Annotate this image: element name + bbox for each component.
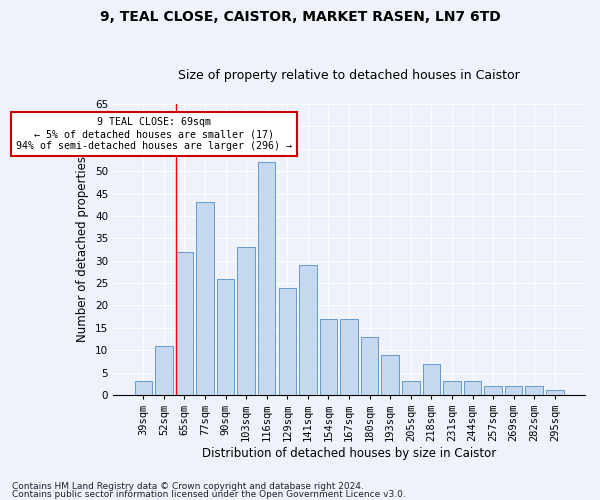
X-axis label: Distribution of detached houses by size in Caistor: Distribution of detached houses by size … [202, 447, 496, 460]
Bar [526, 386, 543, 395]
Bar [402, 382, 419, 395]
Bar [443, 382, 461, 395]
Bar [155, 346, 173, 395]
Bar [176, 252, 193, 395]
Bar [484, 386, 502, 395]
Bar [278, 288, 296, 395]
Bar [258, 162, 275, 395]
Bar [422, 364, 440, 395]
Bar [382, 354, 399, 395]
Title: Size of property relative to detached houses in Caistor: Size of property relative to detached ho… [178, 69, 520, 82]
Bar [196, 202, 214, 395]
Text: 9 TEAL CLOSE: 69sqm
← 5% of detached houses are smaller (17)
94% of semi-detache: 9 TEAL CLOSE: 69sqm ← 5% of detached hou… [16, 118, 292, 150]
Bar [546, 390, 563, 395]
Bar [361, 336, 379, 395]
Text: 9, TEAL CLOSE, CAISTOR, MARKET RASEN, LN7 6TD: 9, TEAL CLOSE, CAISTOR, MARKET RASEN, LN… [100, 10, 500, 24]
Y-axis label: Number of detached properties: Number of detached properties [76, 156, 89, 342]
Text: Contains HM Land Registry data © Crown copyright and database right 2024.: Contains HM Land Registry data © Crown c… [12, 482, 364, 491]
Bar [134, 382, 152, 395]
Bar [238, 247, 255, 395]
Bar [320, 319, 337, 395]
Bar [464, 382, 481, 395]
Bar [505, 386, 523, 395]
Text: Contains public sector information licensed under the Open Government Licence v3: Contains public sector information licen… [12, 490, 406, 499]
Bar [299, 265, 317, 395]
Bar [217, 278, 235, 395]
Bar [340, 319, 358, 395]
